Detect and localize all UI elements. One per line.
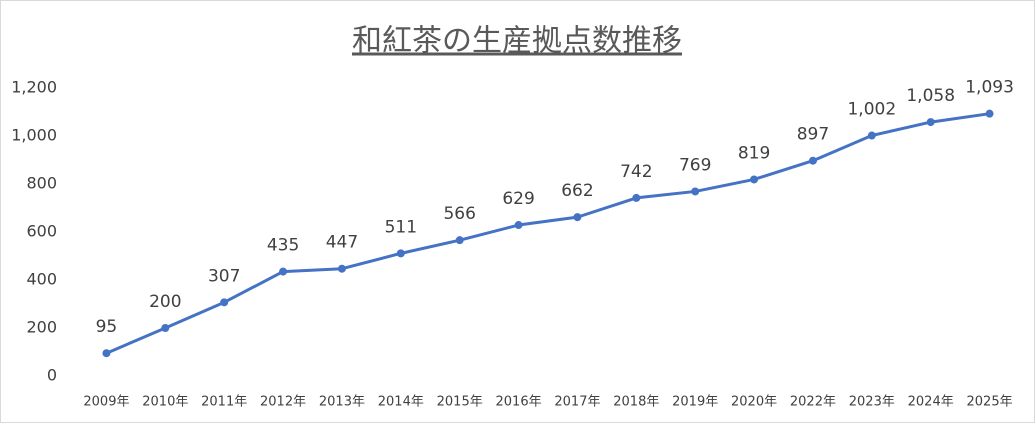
- data-label: 819: [738, 143, 770, 163]
- marker: [279, 267, 288, 276]
- data-label: 511: [385, 217, 417, 237]
- y-tick-label: 0: [47, 366, 57, 385]
- data-label: 200: [149, 292, 181, 312]
- x-tick-label: 2012年: [260, 395, 306, 410]
- data-label: 566: [443, 204, 475, 224]
- marker: [220, 298, 229, 307]
- x-tick-label: 2009年: [83, 395, 129, 410]
- marker: [985, 109, 994, 118]
- marker: [102, 349, 111, 358]
- data-label: 769: [679, 155, 711, 175]
- x-tick-label: 2016年: [496, 395, 542, 410]
- marker: [926, 118, 935, 127]
- x-tick-label: 2024年: [908, 395, 954, 410]
- x-tick-label: 2013年: [319, 395, 365, 410]
- x-tick-label: 2022年: [790, 395, 836, 410]
- x-tick-label: 2023年: [849, 395, 895, 410]
- data-label: 1,093: [965, 78, 1014, 98]
- x-tick-label: 2025年: [967, 395, 1013, 410]
- data-label: 629: [502, 189, 534, 209]
- x-tick-label: 2010年: [142, 395, 188, 410]
- y-tick-label: 200: [26, 318, 57, 337]
- marker: [632, 193, 641, 202]
- marker: [750, 175, 759, 184]
- data-label: 662: [561, 181, 593, 201]
- marker: [573, 213, 582, 222]
- y-tick-label: 600: [26, 222, 57, 241]
- y-tick-label: 800: [26, 174, 57, 193]
- chart-title: 和紅茶の生産拠点数推移: [352, 24, 682, 59]
- y-tick-label: 400: [26, 270, 57, 289]
- data-label: 1,002: [847, 100, 896, 120]
- data-label: 95: [96, 317, 118, 337]
- x-tick-label: 2014年: [378, 395, 424, 410]
- data-label: 435: [267, 236, 299, 256]
- marker: [455, 236, 464, 245]
- x-tick-label: 2019年: [672, 395, 718, 410]
- x-tick-label: 2015年: [437, 395, 483, 410]
- marker: [396, 249, 405, 258]
- marker: [867, 131, 876, 140]
- data-label: 897: [797, 125, 829, 145]
- marker: [691, 187, 700, 196]
- marker: [161, 324, 170, 332]
- x-tick-label: 2011年: [201, 395, 247, 410]
- marker: [514, 221, 523, 230]
- y-tick-label: 1,200: [11, 78, 57, 97]
- data-label: 447: [326, 233, 358, 253]
- x-tick-label: 2020年: [731, 395, 777, 410]
- data-label: 742: [620, 162, 652, 182]
- y-tick-label: 1,000: [11, 126, 57, 145]
- data-label: 307: [208, 266, 240, 286]
- marker: [808, 156, 817, 165]
- x-tick-label: 2017年: [554, 395, 600, 410]
- data-label: 1,058: [906, 86, 955, 106]
- marker: [337, 264, 346, 273]
- x-tick-label: 2018年: [613, 395, 659, 410]
- line: [105, 112, 990, 355]
